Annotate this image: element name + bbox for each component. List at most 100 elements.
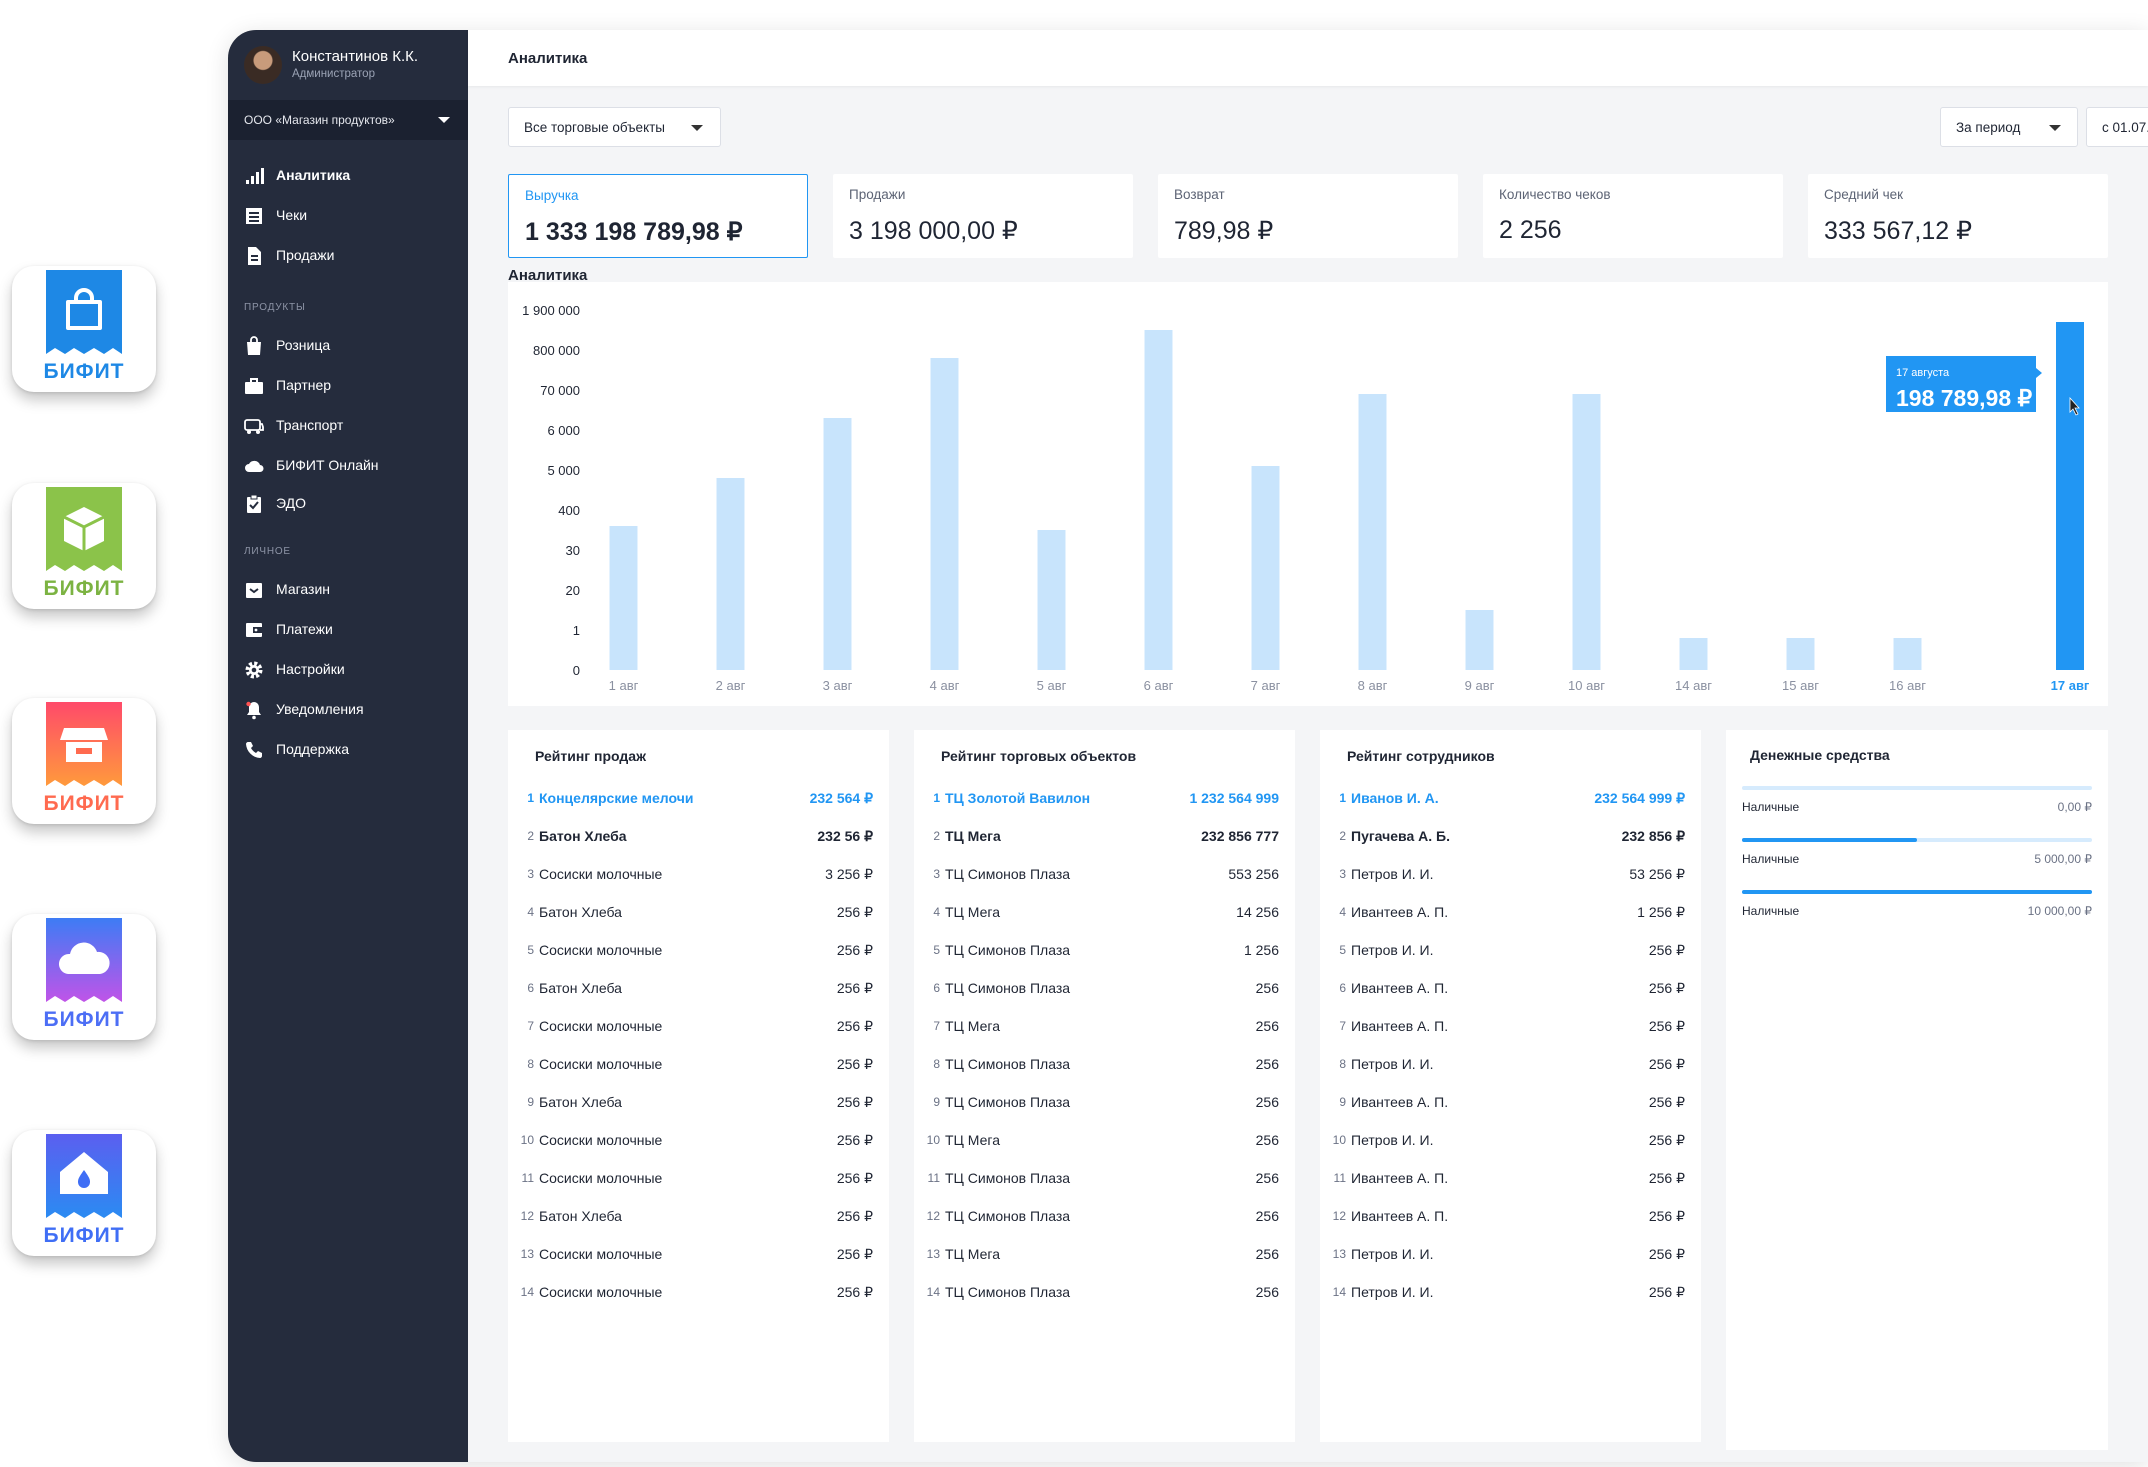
row-name: Ивантеев А. П.	[1351, 980, 1449, 996]
table-row[interactable]: 5 ТЦ Симонов Плаза 1 256	[914, 932, 1295, 970]
app-icon-housing[interactable]: БИФИТ	[12, 1130, 156, 1256]
table-row[interactable]: 2 Батон Хлеба 232 56 ₽	[508, 818, 889, 856]
sidebar-item-sales[interactable]: Продажи	[228, 237, 468, 273]
app-icon-retail[interactable]: БИФИТ	[12, 266, 156, 392]
table-row[interactable]: 13 Сосиски молочные 256 ₽	[508, 1236, 889, 1274]
table-row[interactable]: 4 ТЦ Мега 14 256	[914, 894, 1295, 932]
chart-bar[interactable]	[1358, 394, 1387, 670]
table-row[interactable]: 5 Петров И. И. 256 ₽	[1320, 932, 1701, 970]
kpi-returns[interactable]: Возврат 789,98 ₽	[1158, 174, 1458, 258]
sidebar-item-transport[interactable]: Транспорт	[228, 407, 468, 443]
sidebar-item-support[interactable]: Поддержка	[228, 731, 468, 767]
row-value: 256 ₽	[836, 980, 873, 996]
sidebar-item-partner[interactable]: Партнер	[228, 367, 468, 403]
sidebar-item-retail[interactable]: Розница	[228, 327, 468, 363]
table-row[interactable]: 10 Сосиски молочные 256 ₽	[508, 1122, 889, 1160]
chart-bar[interactable]	[1144, 330, 1173, 670]
chart-bar[interactable]	[1679, 638, 1708, 670]
chart-bar[interactable]	[1893, 638, 1922, 670]
table-row[interactable]: 14 ТЦ Симонов Плаза 256	[914, 1274, 1295, 1312]
kpi-sales[interactable]: Продажи 3 198 000,00 ₽	[833, 174, 1133, 258]
chart-bar[interactable]	[1037, 530, 1066, 670]
chart-bar[interactable]	[1251, 466, 1280, 670]
table-row[interactable]: 14 Сосиски молочные 256 ₽	[508, 1274, 889, 1312]
y-tick-label: 70 000	[540, 383, 580, 398]
table-row[interactable]: 5 Сосиски молочные 256 ₽	[508, 932, 889, 970]
kpi-revenue[interactable]: Выручка 1 333 198 789,98 ₽	[508, 174, 808, 258]
table-row[interactable]: 10 ТЦ Мега 256	[914, 1122, 1295, 1160]
table-row[interactable]: 6 Ивантеев А. П. 256 ₽	[1320, 970, 1701, 1008]
brand-label: БИФИТ	[43, 1008, 125, 1031]
table-row[interactable]: 3 Петров И. И. 53 256 ₽	[1320, 856, 1701, 894]
chart-bar[interactable]	[716, 478, 745, 670]
sidebar-item-edo[interactable]: ЭДО	[228, 485, 468, 521]
table-row[interactable]: 9 Ивантеев А. П. 256 ₽	[1320, 1084, 1701, 1122]
org-selector[interactable]: ООО «Магазин продуктов»	[228, 100, 468, 140]
avatar[interactable]	[244, 46, 282, 84]
table-row[interactable]: 8 Петров И. И. 256 ₽	[1320, 1046, 1701, 1084]
table-row[interactable]: 9 ТЦ Симонов Плаза 256	[914, 1084, 1295, 1122]
table-row[interactable]: 6 Батон Хлеба 256 ₽	[508, 970, 889, 1008]
row-name: Сосиски молочные	[539, 1170, 663, 1186]
table-row[interactable]: 4 Батон Хлеба 256 ₽	[508, 894, 889, 932]
kpi-label: Выручка	[525, 188, 579, 203]
date-range-field[interactable]: с 01.07.2019 по 17.07.2019	[2086, 107, 2148, 147]
table-row[interactable]: 12 Ивантеев А. П. 256 ₽	[1320, 1198, 1701, 1236]
chart-bar[interactable]	[1786, 638, 1815, 670]
table-row[interactable]: 2 ТЦ Мега 232 856 777	[914, 818, 1295, 856]
table-row[interactable]: 1 ТЦ Золотой Вавилон 1 232 564 999	[914, 780, 1295, 818]
objects-select[interactable]: Все торговые объекты	[508, 107, 721, 147]
table-row[interactable]: 8 ТЦ Симонов Плаза 256	[914, 1046, 1295, 1084]
table-row[interactable]: 7 ТЦ Мега 256	[914, 1008, 1295, 1046]
table-row[interactable]: 4 Ивантеев А. П. 1 256 ₽	[1320, 894, 1701, 932]
app-icon-online[interactable]: БИФИТ	[12, 914, 156, 1040]
sidebar-item-shop[interactable]: Магазин	[228, 571, 468, 607]
kpi-receipts-count[interactable]: Количество чеков 2 256	[1483, 174, 1783, 258]
kpi-average-check[interactable]: Средний чек 333 567,12 ₽	[1808, 174, 2108, 258]
table-row[interactable]: 13 ТЦ Мега 256	[914, 1236, 1295, 1274]
table-row[interactable]: 2 Пугачева А. Б. 232 856 ₽	[1320, 818, 1701, 856]
sidebar-item-label: БИФИТ Онлайн	[276, 457, 379, 473]
chart-bar[interactable]	[930, 358, 959, 670]
row-name: ТЦ Золотой Вавилон	[945, 790, 1091, 806]
row-name: ТЦ Симонов Плаза	[945, 1056, 1071, 1072]
table-row[interactable]: 6 ТЦ Симонов Плаза 256	[914, 970, 1295, 1008]
chart-bar[interactable]	[1572, 394, 1601, 670]
sidebar-item-settings[interactable]: Настройки	[228, 651, 468, 687]
table-row[interactable]: 11 Сосиски молочные 256 ₽	[508, 1160, 889, 1198]
table-row[interactable]: 3 Сосиски молочные 3 256 ₽	[508, 856, 889, 894]
table-row[interactable]: 11 Ивантеев А. П. 256 ₽	[1320, 1160, 1701, 1198]
app-icon-partner[interactable]: БИФИТ	[12, 483, 156, 609]
row-value: 1 256	[1243, 942, 1279, 958]
x-tick-label: 5 авг	[1037, 678, 1067, 693]
sidebar-item-analytics[interactable]: Аналитика	[228, 157, 468, 193]
rank-number: 9	[1339, 1095, 1346, 1109]
tooltip-date: 17 августа	[1896, 367, 1950, 379]
app-icon-store[interactable]: БИФИТ	[12, 698, 156, 824]
sidebar-item-notifications[interactable]: Уведомления	[228, 691, 468, 727]
chart-bar[interactable]	[609, 526, 638, 670]
chart-bar[interactable]	[1465, 610, 1494, 670]
table-row[interactable]: 1 Иванов И. А. 232 564 999 ₽	[1320, 780, 1701, 818]
sidebar-item-payments[interactable]: Платежи	[228, 611, 468, 647]
period-select[interactable]: За период	[1940, 107, 2078, 147]
row-value: 256 ₽	[1648, 1094, 1685, 1110]
table-row[interactable]: 1 Концелярские мелочи 232 564 ₽	[508, 780, 889, 818]
sidebar-item-receipts[interactable]: Чеки	[228, 197, 468, 233]
table-row[interactable]: 3 ТЦ Симонов Плаза 553 256	[914, 856, 1295, 894]
table-row[interactable]: 13 Петров И. И. 256 ₽	[1320, 1236, 1701, 1274]
table-row[interactable]: 11 ТЦ Симонов Плаза 256	[914, 1160, 1295, 1198]
table-row[interactable]: 10 Петров И. И. 256 ₽	[1320, 1122, 1701, 1160]
chart-bar[interactable]	[823, 418, 852, 670]
table-row[interactable]: 8 Сосиски молочные 256 ₽	[508, 1046, 889, 1084]
table-row[interactable]: 7 Ивантеев А. П. 256 ₽	[1320, 1008, 1701, 1046]
table-row[interactable]: 14 Петров И. И. 256 ₽	[1320, 1274, 1701, 1312]
table-row[interactable]: 7 Сосиски молочные 256 ₽	[508, 1008, 889, 1046]
table-row[interactable]: 9 Батон Хлеба 256 ₽	[508, 1084, 889, 1122]
rank-number: 8	[527, 1057, 534, 1071]
chart-bar[interactable]	[2056, 322, 2084, 670]
sidebar-item-bifit-online[interactable]: БИФИТ Онлайн	[228, 447, 468, 483]
table-row[interactable]: 12 ТЦ Симонов Плаза 256	[914, 1198, 1295, 1236]
table-row[interactable]: 12 Батон Хлеба 256 ₽	[508, 1198, 889, 1236]
rank-number: 11	[521, 1171, 534, 1185]
